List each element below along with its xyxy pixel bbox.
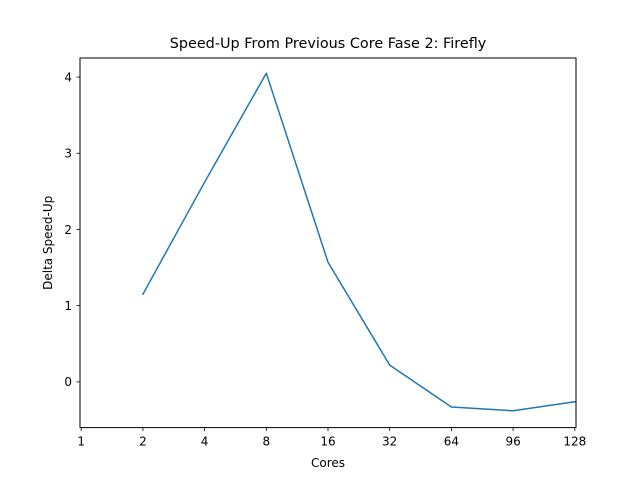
y-tick-label: 2 [64, 223, 72, 237]
plot-frame [79, 57, 577, 429]
y-tick-label: 3 [64, 147, 72, 161]
x-tick-label: 1 [77, 435, 85, 449]
x-tick-label: 64 [444, 435, 459, 449]
x-axis: 1 2 4 8 16 32 64 96 128 [77, 427, 586, 449]
x-tick-label: 16 [320, 435, 335, 449]
x-tick-label: 2 [139, 435, 147, 449]
chart-title: Speed-Up From Previous Core Fase 2: Fire… [170, 36, 487, 52]
y-tick-label: 4 [64, 70, 72, 84]
y-tick-label: 1 [64, 299, 72, 313]
x-tick-label: 96 [505, 435, 520, 449]
series-line-0 [141, 72, 576, 412]
y-tick-label: 0 [64, 375, 72, 389]
y-axis: 0 1 2 3 4 [64, 70, 80, 389]
x-tick-label: 8 [262, 435, 270, 449]
x-tick-label: 4 [201, 435, 209, 449]
x-tick-label: 32 [382, 435, 397, 449]
x-tick-label: 128 [563, 435, 586, 449]
plot-area [141, 72, 576, 412]
y-axis-title: Delta Speed-Up [41, 196, 55, 290]
x-axis-title: Cores [311, 456, 345, 470]
